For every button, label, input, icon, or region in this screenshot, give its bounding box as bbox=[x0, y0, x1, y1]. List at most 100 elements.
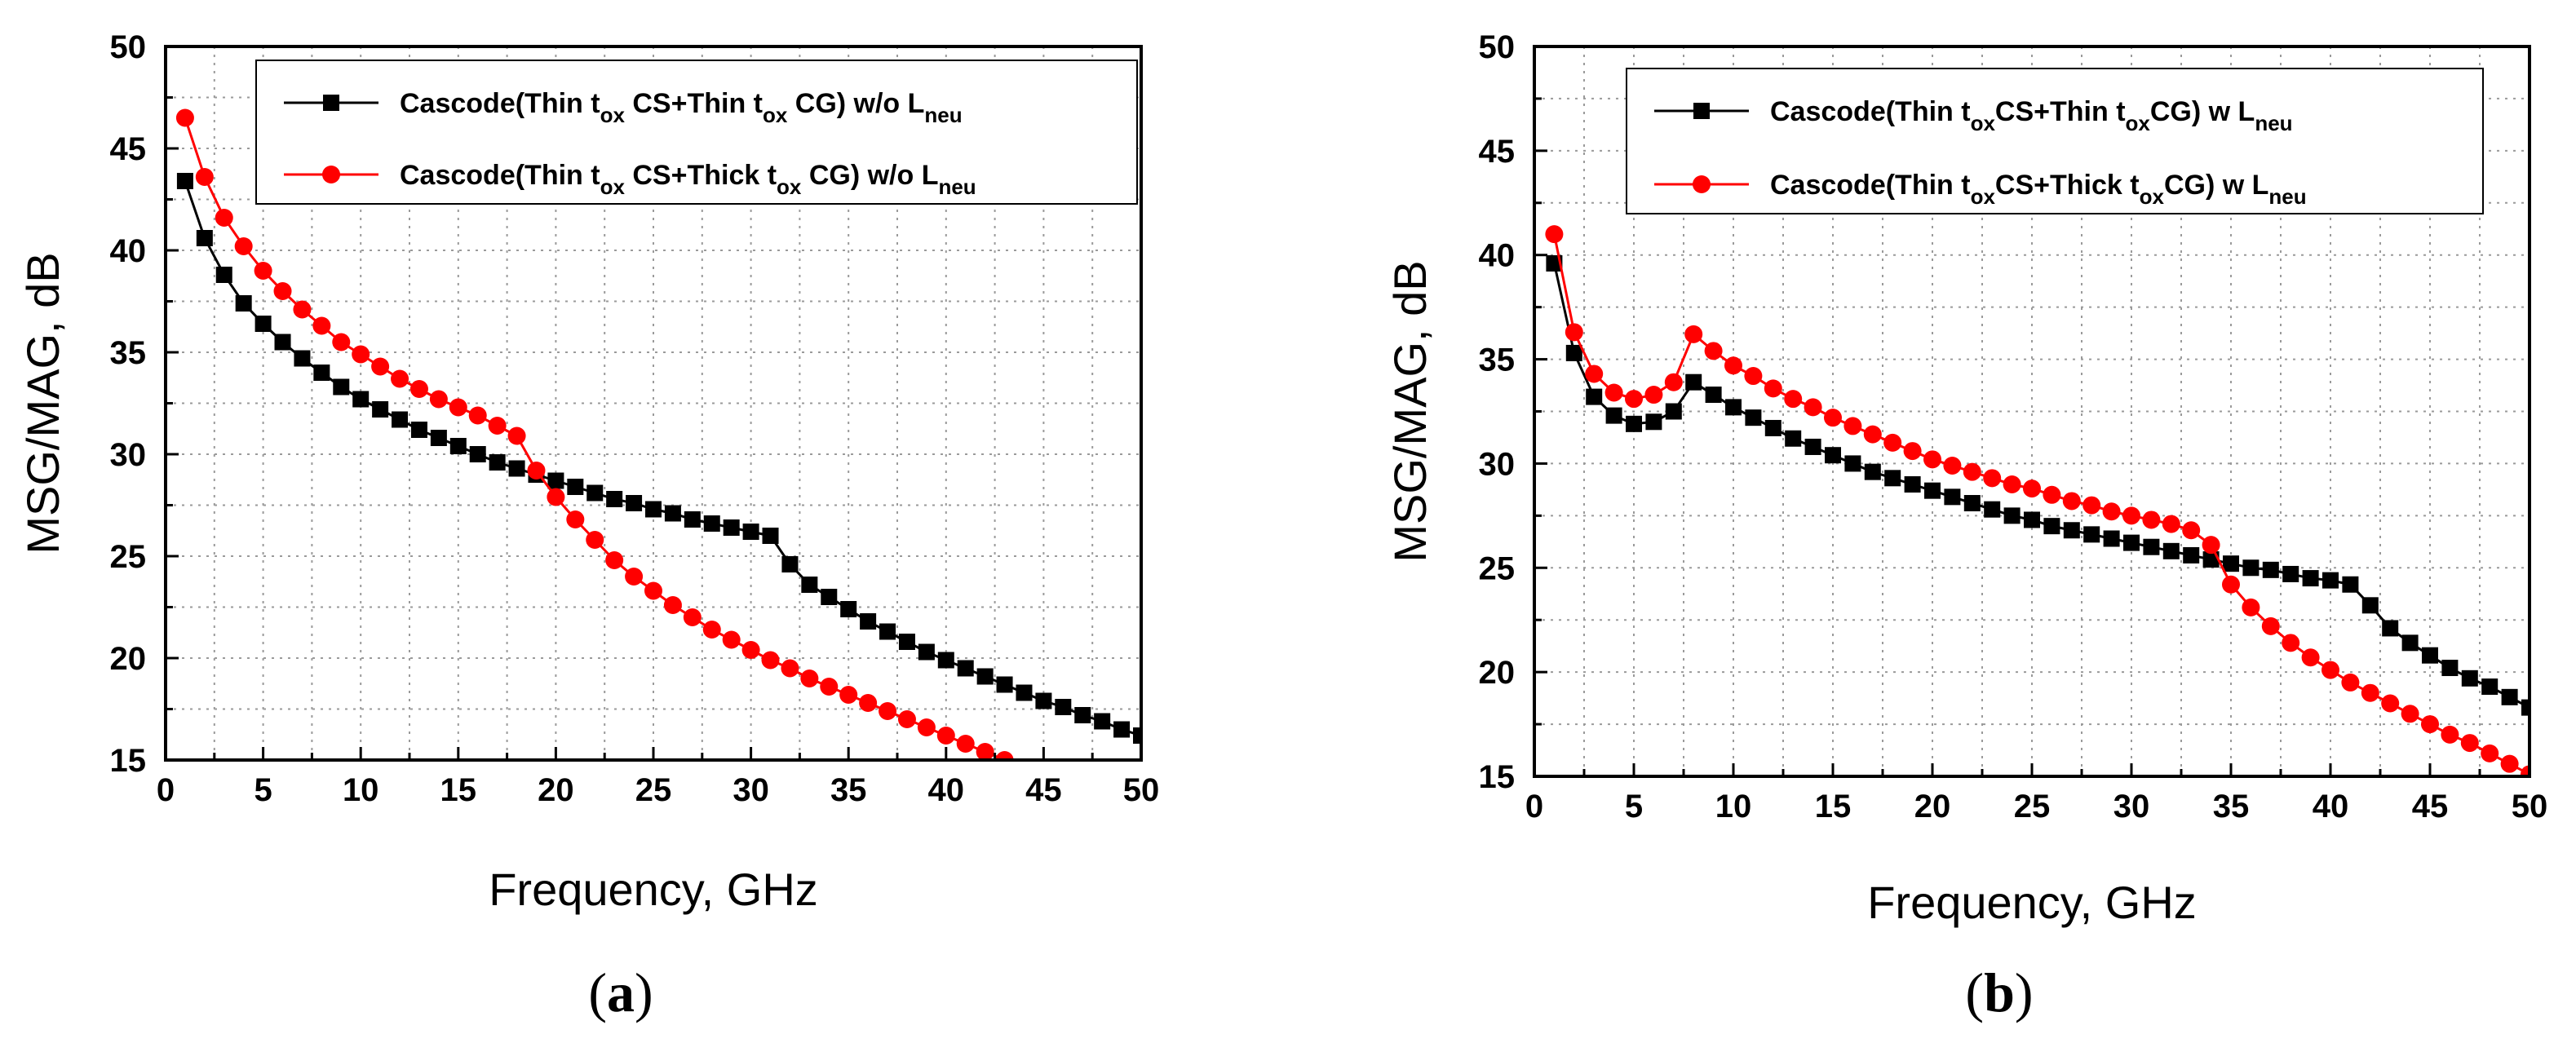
data-point-b-1 bbox=[2162, 515, 2180, 533]
data-point-a-0 bbox=[957, 660, 974, 677]
legend-text-part: CG) w/o L bbox=[801, 160, 938, 191]
legend-text-part: Cascode(Thin t bbox=[1770, 96, 1971, 127]
y-tick-label: 20 bbox=[110, 641, 147, 677]
data-point-b-0 bbox=[2223, 555, 2239, 572]
data-point-a-0 bbox=[723, 519, 740, 536]
data-point-b-1 bbox=[2481, 744, 2499, 762]
data-point-a-0 bbox=[392, 411, 409, 428]
x-tick-label: 10 bbox=[343, 772, 379, 808]
data-point-b-1 bbox=[2460, 734, 2479, 753]
data-point-a-1 bbox=[566, 510, 585, 528]
data-point-a-0 bbox=[410, 422, 427, 438]
x-tick-label: 35 bbox=[2213, 789, 2250, 824]
data-point-a-0 bbox=[313, 365, 330, 381]
x-tick-label: 25 bbox=[635, 772, 672, 808]
data-point-b-1 bbox=[2381, 694, 2400, 713]
panel-label-paren: ) bbox=[2015, 961, 2034, 1023]
data-point-a-1 bbox=[409, 380, 428, 398]
data-point-b-1 bbox=[1863, 425, 1882, 444]
data-point-b-1 bbox=[2182, 521, 2201, 540]
data-point-b-0 bbox=[2083, 526, 2100, 543]
data-point-b-1 bbox=[2301, 648, 2320, 667]
data-point-a-0 bbox=[1133, 727, 1141, 744]
data-point-b-0 bbox=[2322, 572, 2339, 589]
legend-text-part: Cascode(Thin t bbox=[400, 160, 600, 191]
data-point-a-1 bbox=[468, 406, 487, 425]
legend-text-part: Cascode(Thin t bbox=[400, 88, 600, 119]
data-point-b-1 bbox=[2242, 598, 2260, 617]
data-point-a-1 bbox=[741, 641, 760, 659]
legend-marker-0 bbox=[323, 95, 339, 111]
legend-subscript: neu bbox=[2268, 184, 2306, 209]
chart-panel-a: 0 5 10 15 20 25 30 35 40 45 50 15 20 25 30 35 40 45 50 Freq… bbox=[17, 29, 1159, 1023]
data-point-a-0 bbox=[801, 577, 818, 593]
data-point-b-0 bbox=[1626, 415, 1642, 432]
data-point-a-0 bbox=[352, 391, 370, 408]
x-tick-label: 40 bbox=[2313, 789, 2349, 824]
data-point-b-0 bbox=[1844, 455, 1861, 472]
data-point-a-0 bbox=[1035, 692, 1052, 709]
data-point-a-1 bbox=[488, 417, 507, 435]
legend-marker-1 bbox=[322, 166, 340, 183]
legend-subscript: ox bbox=[777, 175, 802, 199]
data-point-a-1 bbox=[507, 426, 526, 445]
legend-subscript: ox bbox=[1971, 111, 1996, 135]
legend-box bbox=[1626, 68, 2484, 214]
y-tick-label: 50 bbox=[110, 29, 147, 65]
y-tick-label: 35 bbox=[1479, 343, 1516, 378]
data-point-b-1 bbox=[1684, 325, 1703, 343]
data-point-a-0 bbox=[840, 601, 857, 617]
legend-text-part: CS+Thin t bbox=[625, 88, 763, 119]
data-point-b-0 bbox=[2441, 660, 2459, 677]
data-point-b-0 bbox=[2242, 559, 2260, 577]
panel-label-letter: a bbox=[607, 961, 635, 1023]
data-point-b-1 bbox=[2421, 715, 2439, 734]
legend-subscript: ox bbox=[1971, 184, 1996, 209]
data-point-a-0 bbox=[176, 173, 193, 189]
data-point-b-0 bbox=[1884, 470, 1901, 487]
x-tick-label: 20 bbox=[538, 772, 574, 808]
data-point-b-1 bbox=[1843, 417, 1862, 435]
x-tick-label: 30 bbox=[2113, 789, 2150, 824]
data-point-b-0 bbox=[1665, 403, 1682, 420]
data-point-a-1 bbox=[449, 398, 467, 417]
data-point-b-0 bbox=[2183, 546, 2200, 563]
data-point-b-1 bbox=[2341, 673, 2360, 692]
data-point-a-1 bbox=[254, 262, 272, 280]
data-point-a-1 bbox=[371, 357, 390, 376]
series-line-b-1 bbox=[1552, 233, 2530, 776]
data-point-b-0 bbox=[1565, 344, 1582, 361]
x-tick-label: 15 bbox=[1815, 789, 1852, 824]
data-point-a-1 bbox=[547, 488, 565, 506]
y-tick-label: 30 bbox=[1479, 446, 1516, 482]
legend-subscript: ox bbox=[600, 103, 626, 127]
x-axis-title-b: Frequency, GHz bbox=[1867, 877, 2197, 928]
data-point-b-0 bbox=[2063, 522, 2080, 539]
data-point-a-0 bbox=[449, 438, 467, 454]
data-point-a-0 bbox=[372, 401, 389, 418]
data-point-b-0 bbox=[1944, 488, 1961, 506]
data-point-a-1 bbox=[195, 168, 214, 186]
data-point-b-0 bbox=[2461, 670, 2478, 687]
legend-label-1: Cascode(Thin toxCS+Thick toxCG) w Lneu bbox=[1770, 170, 2307, 209]
data-point-a-1 bbox=[956, 735, 975, 753]
data-point-a-0 bbox=[898, 634, 915, 650]
data-point-a-1 bbox=[917, 718, 936, 736]
data-point-a-0 bbox=[606, 491, 623, 507]
panel-label-paren: ( bbox=[1965, 961, 1984, 1023]
data-point-a-1 bbox=[879, 702, 897, 720]
data-point-b-1 bbox=[2441, 725, 2459, 744]
x-tick-label: 25 bbox=[2014, 789, 2051, 824]
data-point-a-1 bbox=[761, 651, 780, 670]
data-point-b-0 bbox=[2262, 561, 2279, 578]
x-tick-label: 5 bbox=[254, 772, 272, 808]
data-point-b-1 bbox=[2521, 765, 2530, 776]
data-point-b-0 bbox=[2282, 565, 2299, 582]
panel-label-paren: ( bbox=[588, 961, 607, 1023]
data-point-b-1 bbox=[2222, 575, 2240, 594]
data-point-a-1 bbox=[234, 237, 253, 255]
data-point-b-0 bbox=[2361, 597, 2379, 614]
data-point-b-1 bbox=[1744, 367, 1763, 386]
data-point-b-1 bbox=[1664, 373, 1683, 391]
y-axis-title-a: MSG/MAG, dB bbox=[17, 252, 69, 554]
